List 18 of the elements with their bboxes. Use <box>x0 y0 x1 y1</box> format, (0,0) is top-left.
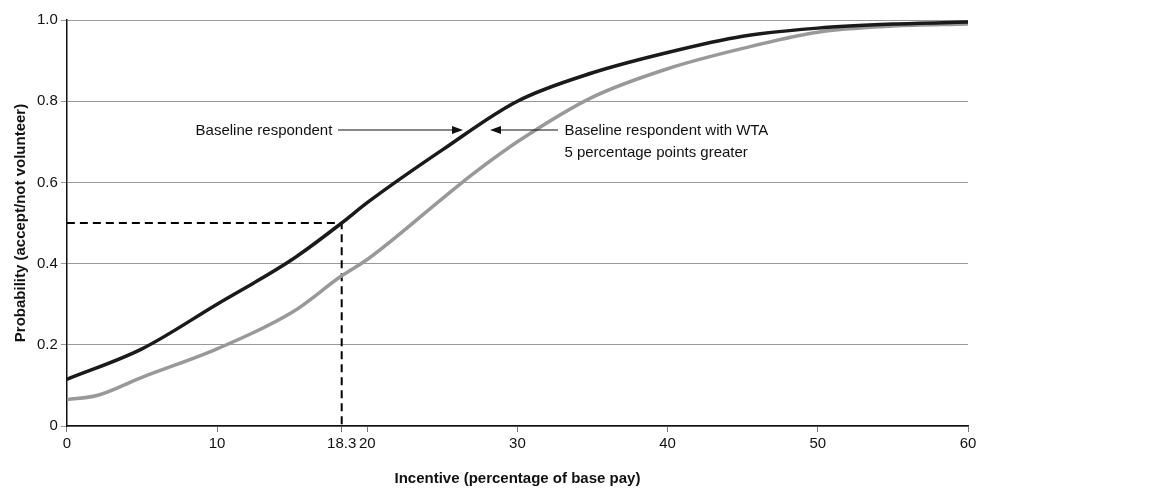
x-axis-title: Incentive (percentage of base pay) <box>394 469 641 487</box>
y-tick-label: 0.4 <box>36 253 58 271</box>
y-tick-label: 0 <box>49 416 58 434</box>
x-tick-label: 20 <box>358 434 376 452</box>
x-tick-label: 50 <box>809 434 827 452</box>
y-tick-label: 0.8 <box>36 91 58 109</box>
annotation: Baseline respondent with WTA 5 percentage points greater <box>564 119 769 162</box>
y-axis-title: Probability (accept/not volunteer) <box>11 103 29 343</box>
x-tick-label: 0 <box>62 434 72 452</box>
y-tick-label: 1.0 <box>36 10 58 28</box>
x-tick-label: 30 <box>509 434 526 452</box>
x-tick-label: 60 <box>959 434 977 452</box>
y-tick-label: 0.2 <box>36 334 58 352</box>
x-tick-label: 40 <box>659 434 676 452</box>
x-tick-label: 10 <box>208 434 226 452</box>
annotation: Baseline respondent <box>195 119 333 140</box>
y-tick-label: 0.6 <box>36 172 58 190</box>
x-tick-label: 18.3 <box>327 434 357 452</box>
